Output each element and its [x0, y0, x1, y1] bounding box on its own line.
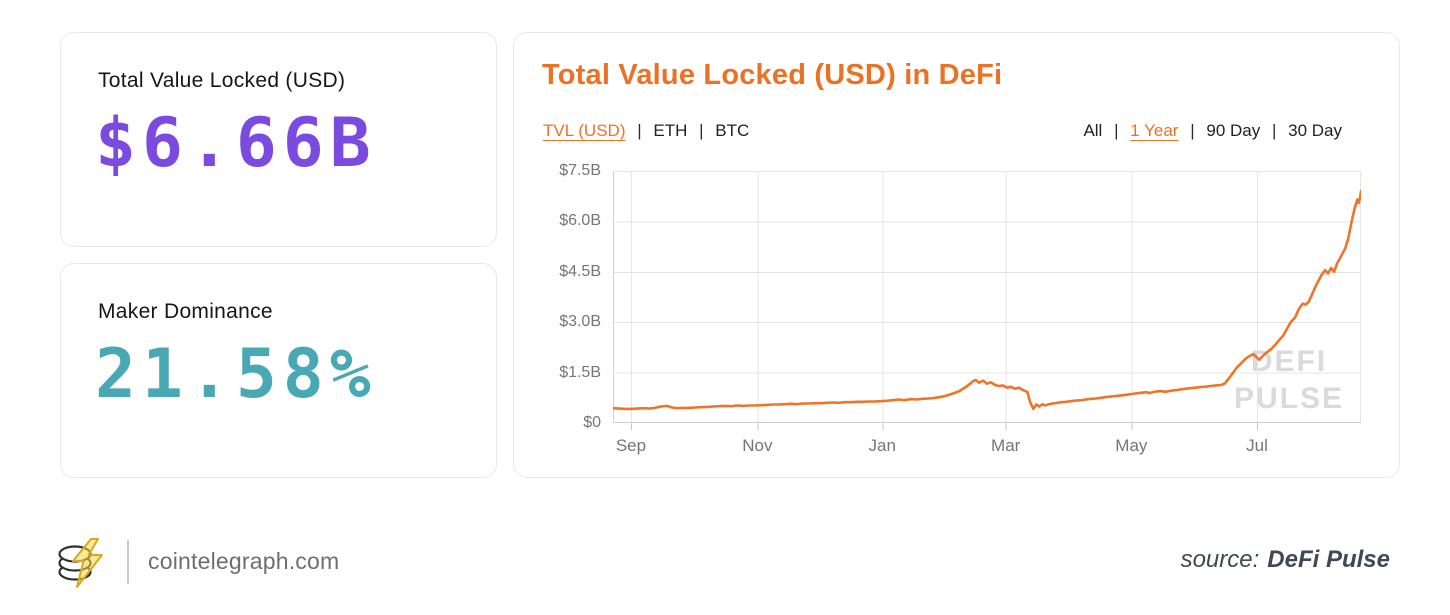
footer-site-text: cointelegraph.com [148, 548, 340, 574]
y-tick-label: $6.0B [559, 212, 601, 230]
y-tick-label: $3.0B [559, 313, 601, 331]
tvl-stat-card: Total Value Locked (USD) $6.66B [60, 32, 497, 247]
x-tick-label: Nov [742, 436, 773, 455]
maker-dominance-value: 21.58% [95, 335, 377, 414]
maker-dominance-card: Maker Dominance 21.58% [60, 263, 497, 478]
separator: | [637, 121, 642, 140]
cointelegraph-logo [58, 538, 103, 588]
range-1-year[interactable]: 1 Year [1130, 121, 1179, 140]
x-tick-label: Sep [615, 436, 647, 455]
defipulse-watermark: DEFI PULSE [1229, 343, 1349, 417]
y-tick-label: $0 [583, 414, 601, 431]
chart-card: Total Value Locked (USD) in DeFi TVL (US… [513, 32, 1400, 478]
maker-dominance-label: Maker Dominance [98, 300, 273, 323]
footer-divider [127, 540, 129, 584]
tvl-stat-label: Total Value Locked (USD) [98, 69, 346, 92]
separator: | [699, 121, 704, 140]
range-30-day[interactable]: 30 Day [1288, 121, 1342, 140]
tvl-stat-value: $6.66B [95, 104, 377, 183]
plot-area: DEFI PULSE [613, 171, 1361, 431]
separator: | [1271, 121, 1277, 140]
source-prefix: source: [1180, 546, 1260, 573]
y-tick-label: $4.5B [559, 262, 601, 280]
footer-source: source: DeFi Pulse [1181, 546, 1390, 574]
tab-tvl-usd[interactable]: TVL (USD) [543, 121, 626, 140]
x-tick-label: May [1115, 436, 1148, 455]
series-tabs: TVL (USD) | ETH | BTC [543, 121, 749, 141]
range-all[interactable]: All [1083, 121, 1103, 140]
chart-svg [613, 171, 1361, 430]
chart-title: Total Value Locked (USD) in DeFi [542, 59, 1003, 91]
x-tick-label: Jul [1246, 436, 1268, 455]
lightning-bolt-icon [72, 538, 103, 588]
watermark-line1: DEFI [1250, 345, 1328, 378]
y-tick-label: $7.5B [559, 162, 601, 179]
tvl-line-series [613, 189, 1361, 411]
separator: | [1114, 121, 1119, 140]
footer: cointelegraph.com source: DeFi Pulse [0, 530, 1450, 600]
range-90-day[interactable]: 90 Day [1206, 121, 1261, 140]
separator: | [1190, 121, 1195, 140]
y-tick-label: $1.5B [559, 363, 601, 381]
tab-btc[interactable]: BTC [715, 121, 750, 140]
x-axis-labels: Sep Nov Jan Mar May Jul [514, 33, 1399, 477]
x-tick-label: Jan [868, 436, 896, 455]
source-name: DeFi Pulse [1267, 546, 1390, 573]
x-tick-label: Mar [991, 436, 1021, 455]
tab-eth[interactable]: ETH [653, 121, 688, 140]
y-axis-labels: $7.5B $6.0B $4.5B $3.0B $1.5B $0 [514, 33, 601, 477]
watermark-line2: PULSE [1233, 382, 1345, 415]
range-tabs: All | 1 Year | 90 Day | 30 Day [1083, 121, 1342, 141]
